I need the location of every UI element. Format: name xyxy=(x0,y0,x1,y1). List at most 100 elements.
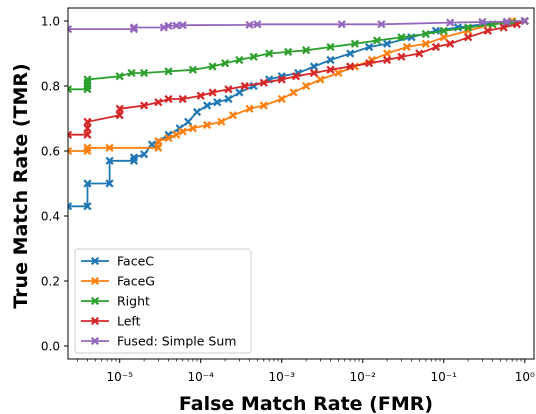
x-tick-label: 10⁻³ xyxy=(269,370,296,384)
data-point xyxy=(129,153,139,162)
data-point xyxy=(208,88,217,97)
data-point xyxy=(172,21,181,30)
data-point xyxy=(83,117,92,126)
y-axis-title: True Match Rate (TMR) xyxy=(10,63,32,308)
data-point xyxy=(265,49,274,58)
data-point xyxy=(213,98,222,107)
data-point xyxy=(383,55,392,65)
data-point xyxy=(127,68,136,78)
series-0 xyxy=(68,16,529,211)
data-point xyxy=(154,98,163,107)
data-point xyxy=(334,68,343,78)
data-point xyxy=(105,156,114,165)
data-point xyxy=(203,101,212,110)
legend-label: FaceG xyxy=(117,274,155,289)
x-tick-label: 10⁻¹ xyxy=(431,370,458,384)
plot-area xyxy=(68,16,529,211)
data-point xyxy=(224,94,233,104)
data-point xyxy=(302,46,311,55)
data-point xyxy=(164,67,173,76)
data-point xyxy=(68,146,73,156)
data-point xyxy=(221,59,230,68)
data-point xyxy=(68,85,73,94)
data-point xyxy=(346,62,355,71)
data-point xyxy=(316,75,325,84)
data-point xyxy=(421,39,430,48)
data-point xyxy=(154,143,163,152)
series-3 xyxy=(68,16,529,139)
data-point xyxy=(446,39,455,48)
data-point xyxy=(478,17,487,27)
data-point xyxy=(397,52,406,61)
data-point xyxy=(439,26,448,35)
data-point xyxy=(147,140,157,149)
data-point xyxy=(249,52,258,61)
x-tick-label: 10⁻² xyxy=(350,370,377,384)
legend-item: Left xyxy=(81,314,141,329)
data-point xyxy=(188,124,197,133)
data-point xyxy=(277,75,286,84)
data-point xyxy=(172,130,181,139)
data-point xyxy=(365,42,374,52)
data-point xyxy=(224,85,233,94)
data-point xyxy=(83,179,92,188)
series-1 xyxy=(68,16,529,156)
data-point xyxy=(178,21,187,30)
data-point xyxy=(439,33,448,42)
data-point xyxy=(483,26,492,35)
legend: FaceC FaceG Right Left Fused: Simple Sum xyxy=(74,248,252,354)
data-point xyxy=(240,81,249,91)
legend-item: FaceG xyxy=(81,274,155,289)
data-point xyxy=(188,65,197,74)
data-point xyxy=(203,120,212,130)
data-point xyxy=(196,91,205,100)
data-point xyxy=(350,39,359,48)
x-axis: 10⁻⁵ 10⁻⁴ 10⁻³ 10⁻² 10⁻¹ 10⁰ xyxy=(76,359,535,384)
data-point xyxy=(499,23,508,32)
series-line xyxy=(68,20,525,152)
data-point xyxy=(291,72,301,81)
data-point xyxy=(397,33,406,42)
x-axis-title: False Match Rate (FMR) xyxy=(179,393,433,414)
data-point xyxy=(245,104,254,113)
data-point xyxy=(372,36,382,45)
y-tick-label: 1.0 xyxy=(41,15,60,29)
y-tick-label: 0.2 xyxy=(41,275,60,289)
data-point xyxy=(129,23,139,32)
data-point xyxy=(464,23,473,32)
data-point xyxy=(164,94,173,104)
data-point xyxy=(68,202,73,211)
data-point xyxy=(326,65,335,74)
legend-marker xyxy=(90,336,100,346)
data-point xyxy=(105,179,114,188)
data-point xyxy=(178,127,187,136)
y-axis: 0.0 0.2 0.4 0.6 0.8 1.0 xyxy=(41,15,68,354)
data-point xyxy=(377,20,386,29)
data-point xyxy=(140,101,149,110)
legend-label: Left xyxy=(117,314,141,329)
legend-label: Fused: Simple Sum xyxy=(117,334,236,349)
data-point xyxy=(326,55,335,65)
data-point xyxy=(208,62,217,71)
legend-marker xyxy=(90,316,100,326)
data-point xyxy=(365,59,374,68)
data-point xyxy=(83,124,92,133)
legend-box xyxy=(74,248,252,354)
data-point xyxy=(326,42,335,52)
data-point xyxy=(346,49,355,58)
data-point xyxy=(217,117,226,126)
x-tick-label: 10⁰ xyxy=(515,370,535,384)
data-point xyxy=(383,49,392,58)
data-point xyxy=(164,133,173,143)
data-point xyxy=(228,111,238,120)
legend-label: FaceC xyxy=(117,254,154,269)
legend-label: Right xyxy=(117,294,150,309)
data-point xyxy=(302,81,311,91)
data-point xyxy=(402,42,411,52)
data-point xyxy=(259,78,268,87)
data-point xyxy=(154,137,163,146)
data-point xyxy=(431,42,440,52)
legend-marker xyxy=(90,276,100,286)
data-point xyxy=(83,202,92,211)
